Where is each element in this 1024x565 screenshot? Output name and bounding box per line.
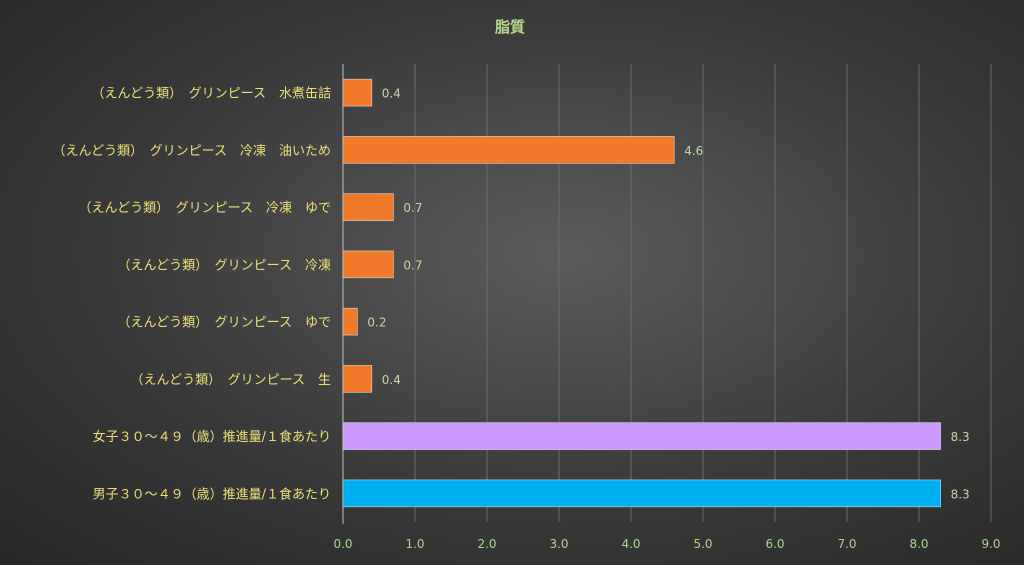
category-label: （えんどう類） グリンピース 生 xyxy=(131,373,331,388)
labels: 0.0 1.0 2.0 3.0 4.0 5.0 6.0 7.0 8.0 9.0 （えんどう類） グリ… xyxy=(53,86,1001,551)
x-tick-label: 9.0 xyxy=(981,537,1000,551)
category-label: 男子３０～４９（歳）推進量/１食あたり xyxy=(93,486,331,502)
x-tick-label: 3.0 xyxy=(549,537,568,551)
category-label: （えんどう類） グリンピース 冷凍 ゆで xyxy=(79,200,331,216)
bar xyxy=(342,307,358,336)
category-label: 女子３０～４９（歳）推進量/１食あたり xyxy=(93,429,331,445)
bar xyxy=(342,193,394,221)
bar xyxy=(342,136,675,164)
bar xyxy=(342,479,941,508)
category-label: （えんどう類） グリンピース 水煮缶詰 xyxy=(92,86,331,102)
bar xyxy=(342,365,373,393)
grid-lines xyxy=(342,64,992,524)
x-tick-label: 8.0 xyxy=(909,537,928,551)
x-tick-label: 6.0 xyxy=(765,537,784,551)
x-tick-label: 7.0 xyxy=(837,537,856,551)
data-label: 0.7 xyxy=(403,201,422,215)
data-label: 0.4 xyxy=(382,373,401,387)
x-tick-label: 1.0 xyxy=(405,537,424,551)
x-tick-label: 2.0 xyxy=(477,537,496,551)
x-tick-label: 5.0 xyxy=(693,537,712,551)
category-label: （えんどう類） グリンピース 冷凍 油いため xyxy=(53,143,331,159)
x-tick-label: 0.0 xyxy=(333,537,352,551)
category-label: （えんどう類） グリンピース ゆで xyxy=(118,316,331,331)
data-label: 0.2 xyxy=(367,316,386,330)
data-label: 4.6 xyxy=(684,144,703,158)
bar xyxy=(342,422,941,450)
bar xyxy=(342,78,373,107)
data-label: 0.7 xyxy=(403,258,422,272)
chart-title: 脂質 xyxy=(495,18,525,36)
bars xyxy=(342,78,941,508)
category-label: （えんどう類） グリンピース 冷凍 xyxy=(118,257,331,273)
x-tick-label: 4.0 xyxy=(621,537,640,551)
data-label: 8.3 xyxy=(951,487,970,501)
data-label: 8.3 xyxy=(951,430,970,444)
data-label: 0.4 xyxy=(382,87,401,101)
bar xyxy=(342,250,394,279)
